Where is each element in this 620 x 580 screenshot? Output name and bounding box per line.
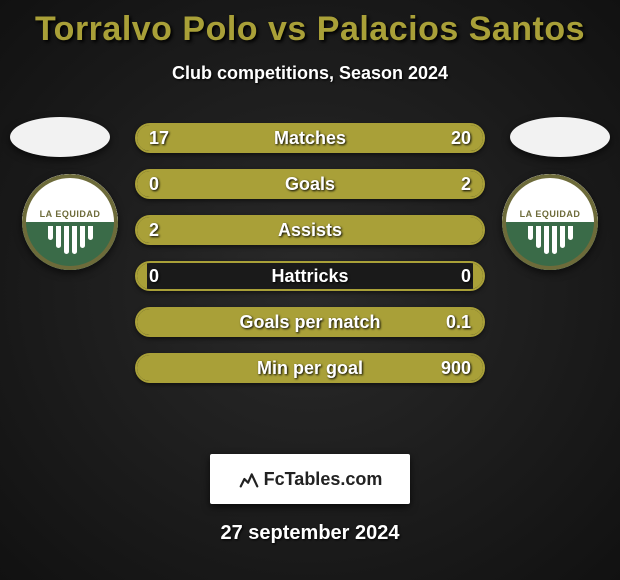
brand-text: FcTables.com bbox=[264, 469, 383, 490]
stat-row: 02Goals bbox=[135, 169, 485, 199]
player-avatar-right bbox=[510, 117, 610, 157]
bar-label: Goals per match bbox=[137, 309, 483, 335]
bar-label: Hattricks bbox=[137, 263, 483, 289]
bar-label: Goals bbox=[137, 171, 483, 197]
bar-label: Min per goal bbox=[137, 355, 483, 381]
brand-badge[interactable]: FcTables.com bbox=[210, 454, 410, 504]
club-logo-right: LA EQUIDAD bbox=[502, 174, 598, 270]
comparison-bars: 1720Matches 02Goals 2Assists 00Hattricks 0.1… bbox=[135, 123, 485, 399]
stat-row: 0.1Goals per match bbox=[135, 307, 485, 337]
bar-label: Matches bbox=[137, 125, 483, 151]
stat-row: 1720Matches bbox=[135, 123, 485, 153]
stat-row: 2Assists bbox=[135, 215, 485, 245]
bar-label: Assists bbox=[137, 217, 483, 243]
page-title: Torralvo Polo vs Palacios Santos bbox=[0, 0, 620, 49]
player-avatar-left bbox=[10, 117, 110, 157]
stat-row: 00Hattricks bbox=[135, 261, 485, 291]
page-subtitle: Club competitions, Season 2024 bbox=[0, 63, 620, 84]
stat-row: 900Min per goal bbox=[135, 353, 485, 383]
brand-icon bbox=[238, 468, 260, 490]
date-label: 27 september 2024 bbox=[0, 522, 620, 545]
club-logo-left: LA EQUIDAD bbox=[22, 174, 118, 270]
